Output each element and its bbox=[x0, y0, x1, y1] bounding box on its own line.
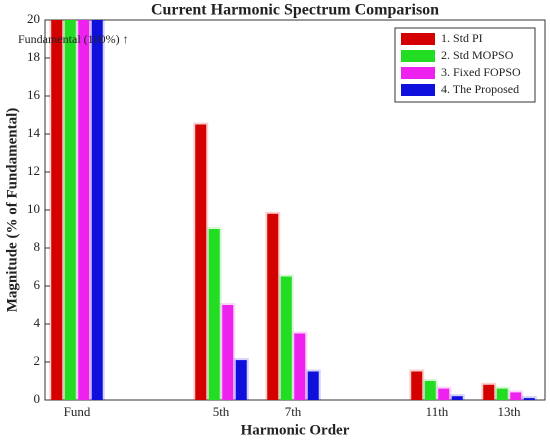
legend-label: 2. Std MOPSO bbox=[441, 48, 514, 62]
bar bbox=[411, 371, 423, 400]
legend-label: 4. The Proposed bbox=[441, 82, 519, 96]
chart-title: Current Harmonic Spectrum Comparison bbox=[151, 2, 439, 19]
x-tick-label: 7th bbox=[285, 404, 302, 419]
legend-label: 3. Fixed FOPSO bbox=[441, 65, 521, 79]
y-tick-label: 0 bbox=[34, 391, 41, 406]
bar bbox=[451, 396, 463, 400]
bar bbox=[483, 384, 495, 400]
bar bbox=[438, 388, 450, 400]
legend-label: 1. Std PI bbox=[441, 31, 483, 45]
legend-swatch bbox=[401, 33, 435, 45]
legend-swatch bbox=[401, 50, 435, 62]
bar bbox=[235, 360, 247, 400]
bar bbox=[280, 276, 292, 400]
legend-swatch bbox=[401, 67, 435, 79]
y-tick-label: 20 bbox=[27, 11, 40, 26]
y-tick-label: 16 bbox=[27, 87, 41, 102]
y-tick-label: 6 bbox=[34, 277, 41, 292]
bar bbox=[523, 398, 535, 400]
y-tick-label: 8 bbox=[34, 239, 41, 254]
x-axis-label: Harmonic Order bbox=[241, 422, 350, 438]
y-axis-label: Magnitude (% of Fundamental) bbox=[4, 108, 20, 313]
bars bbox=[49, 20, 537, 400]
bar bbox=[424, 381, 436, 400]
y-tick-label: 12 bbox=[27, 163, 40, 178]
y-tick-label: 18 bbox=[27, 49, 40, 64]
bar bbox=[51, 20, 63, 400]
x-tick-label: 13th bbox=[497, 404, 521, 419]
y-tick-label: 14 bbox=[27, 125, 41, 140]
bar bbox=[267, 213, 279, 400]
bar bbox=[496, 388, 508, 400]
bar bbox=[510, 392, 522, 400]
bar bbox=[294, 333, 306, 400]
bar bbox=[78, 20, 90, 400]
y-tick-label: 2 bbox=[34, 353, 41, 368]
y-tick-label: 4 bbox=[34, 315, 41, 330]
x-tick-label: 5th bbox=[213, 404, 230, 419]
bar bbox=[91, 20, 103, 400]
annotation: Fundamental (100%) ↑ bbox=[18, 32, 129, 46]
x-tick-label: 11th bbox=[426, 404, 449, 419]
legend-swatch bbox=[401, 84, 435, 96]
y-tick-label: 10 bbox=[27, 201, 40, 216]
bar bbox=[208, 229, 220, 400]
bar bbox=[307, 371, 319, 400]
bar bbox=[195, 124, 207, 400]
bar-halo bbox=[521, 396, 537, 400]
x-tick-label: Fund bbox=[64, 404, 91, 419]
bar bbox=[64, 20, 76, 400]
bar bbox=[222, 305, 234, 400]
